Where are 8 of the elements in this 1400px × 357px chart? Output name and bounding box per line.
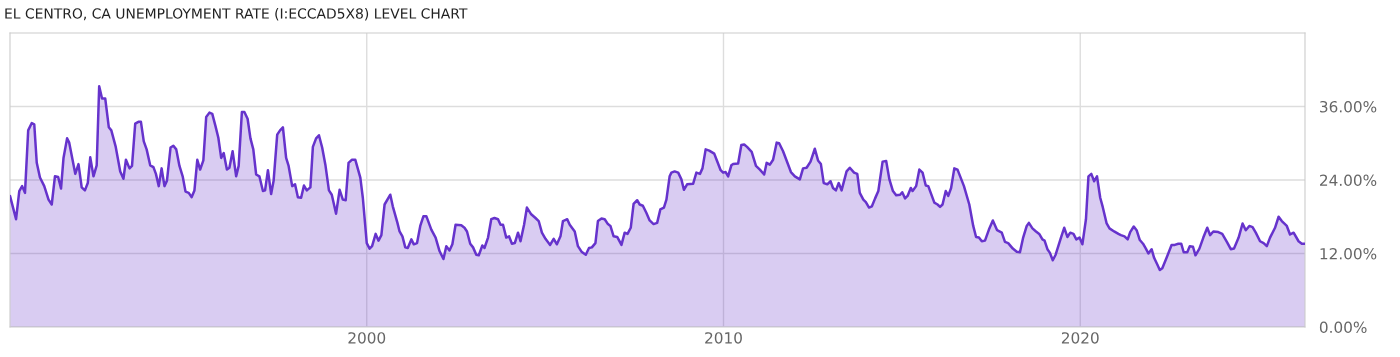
- y-tick-label: 0.00%: [1319, 321, 1367, 334]
- x-tick-label: 2000: [348, 332, 386, 344]
- chart-title: EL CENTRO, CA UNEMPLOYMENT RATE (I:ECCAD5X8) LEVEL CHART: [5, 8, 468, 21]
- y-tick-label: 12.00%: [1320, 247, 1377, 260]
- x-tick-label: 2010: [705, 332, 742, 344]
- y-tick-label: 24.00%: [1320, 174, 1377, 187]
- y-tick-label: 36.00%: [1320, 100, 1377, 113]
- x-tick-label: 2020: [1061, 332, 1099, 344]
